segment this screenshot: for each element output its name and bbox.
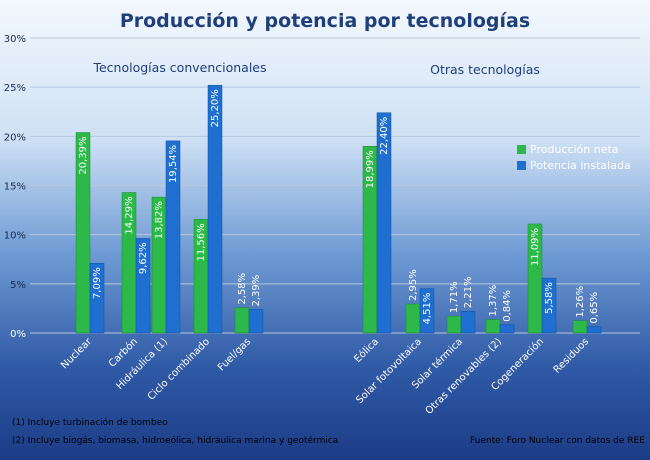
legend-swatch bbox=[517, 145, 526, 154]
data-label: 19,54% bbox=[168, 145, 179, 183]
x-tick-label: Eólica bbox=[352, 336, 381, 365]
y-tick-label: 5% bbox=[10, 280, 26, 291]
bar-potencia bbox=[541, 277, 557, 334]
group-label-convencionales: Tecnologías convencionales bbox=[92, 60, 266, 75]
legend-label: Producción neta bbox=[530, 143, 619, 156]
bar-produccion bbox=[75, 132, 91, 334]
data-label: 20,39% bbox=[78, 136, 89, 174]
data-label: 0,65% bbox=[589, 292, 600, 324]
data-label: 22,40% bbox=[379, 117, 390, 155]
y-tick-label: 15% bbox=[4, 182, 26, 193]
data-label: 1,26% bbox=[575, 286, 586, 318]
legend-swatch bbox=[517, 161, 526, 170]
data-label: 5,58% bbox=[544, 282, 555, 314]
data-label: 2,58% bbox=[237, 273, 248, 305]
source-note: Fuente: Foro Nuclear con datos de REE bbox=[470, 436, 645, 446]
footnote-2: (2) Incluye biogás, biomasa, hidroeólica… bbox=[12, 436, 339, 446]
bar-potencia bbox=[248, 309, 264, 334]
data-label: 2,39% bbox=[251, 275, 262, 307]
data-label: 18,99% bbox=[365, 150, 376, 188]
bar-potencia bbox=[135, 238, 151, 334]
data-label: 7,09% bbox=[92, 267, 103, 299]
bar-potencia bbox=[419, 288, 435, 334]
x-tick-label: Otras renovables (2) bbox=[424, 336, 505, 417]
data-label: 13,82% bbox=[154, 201, 165, 239]
bar-potencia bbox=[165, 140, 181, 334]
bar-produccion bbox=[446, 315, 462, 334]
bar-produccion bbox=[234, 307, 250, 334]
bar-potencia bbox=[89, 263, 105, 334]
data-label: 11,09% bbox=[530, 228, 541, 266]
data-label: 2,95% bbox=[408, 269, 419, 301]
y-tick-label: 25% bbox=[4, 83, 26, 94]
chart-title: Producción y potencia por tecnologías bbox=[120, 10, 530, 32]
group-label-otras: Otras tecnologías bbox=[430, 62, 540, 77]
y-tick-label: 20% bbox=[4, 132, 26, 143]
bar-potencia bbox=[376, 112, 392, 334]
bar-potencia bbox=[460, 311, 476, 334]
data-label: 1,71% bbox=[449, 281, 460, 313]
bar-potencia bbox=[207, 84, 223, 334]
y-tick-label: 0% bbox=[10, 329, 26, 340]
data-label: 1,37% bbox=[488, 285, 499, 317]
data-label: 11,56% bbox=[196, 223, 207, 261]
footnote-1: (1) Incluye turbinación de bombeo bbox=[12, 418, 168, 428]
bar-produccion bbox=[405, 303, 421, 334]
data-label: 4,51% bbox=[422, 293, 433, 325]
x-tick-label: Fuel/gas bbox=[216, 336, 253, 373]
data-label: 14,29% bbox=[124, 196, 135, 234]
bar-produccion bbox=[485, 319, 501, 334]
bar-potencia bbox=[499, 324, 515, 334]
x-tick-label: Nuclear bbox=[59, 336, 95, 372]
bar-produccion bbox=[572, 320, 588, 334]
data-label: 0,84% bbox=[502, 290, 513, 322]
legend-label: Potencia instalada bbox=[530, 159, 631, 172]
data-label: 9,62% bbox=[138, 242, 149, 274]
bar-potencia bbox=[586, 326, 602, 334]
data-label: 2,21% bbox=[463, 276, 474, 308]
y-tick-label: 30% bbox=[4, 34, 26, 45]
x-tick-label: Residuos bbox=[552, 336, 591, 375]
y-tick-label: 10% bbox=[4, 231, 26, 242]
data-label: 25,20% bbox=[210, 89, 221, 127]
